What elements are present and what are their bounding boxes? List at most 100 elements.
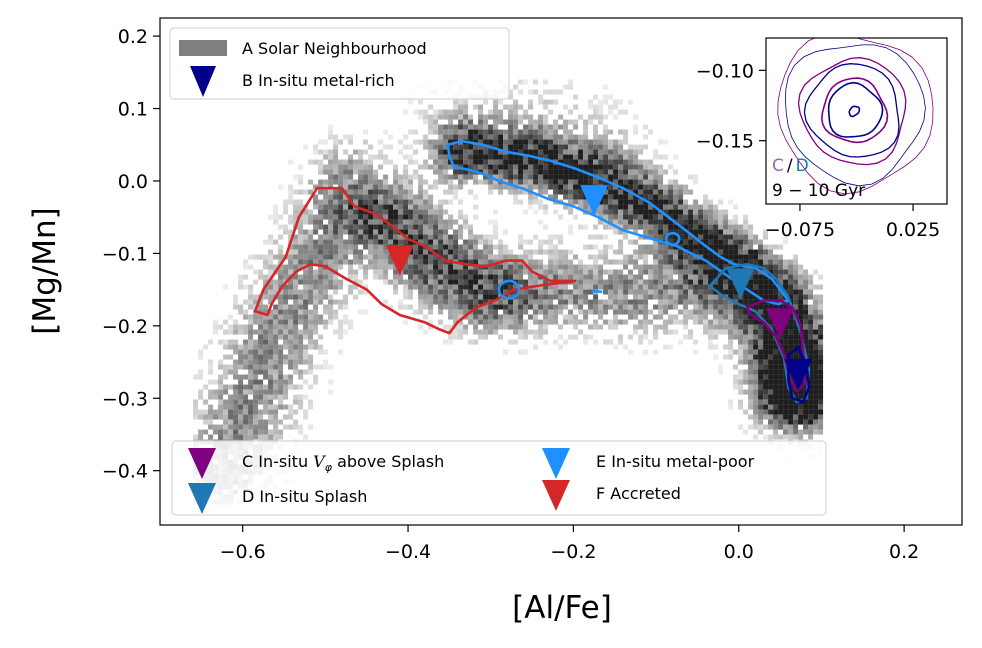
hist-cell: [758, 369, 764, 375]
hist-cell: [663, 184, 669, 190]
hist-cell: [493, 184, 499, 190]
hist-cell: [323, 209, 329, 215]
hist-cell: [578, 199, 584, 205]
hist-cell: [493, 314, 499, 320]
hist-cell: [668, 319, 674, 325]
hist-cell: [563, 179, 569, 185]
hist-cell: [428, 129, 434, 135]
hist-cell: [493, 289, 499, 295]
hist-cell: [483, 239, 489, 245]
hist-cell: [808, 339, 814, 345]
hist-cell: [318, 164, 324, 170]
hist-cell: [298, 424, 304, 430]
hist-cell: [768, 409, 774, 415]
hist-cell: [363, 289, 369, 295]
hist-cell: [588, 139, 594, 145]
hist-cell: [528, 249, 534, 255]
hist-cell: [373, 234, 379, 240]
hist-cell: [358, 259, 364, 265]
hist-cell: [753, 379, 759, 385]
hist-cell: [688, 279, 694, 285]
hist-cell: [263, 254, 269, 260]
hist-cell: [663, 224, 669, 230]
hist-cell: [478, 159, 484, 165]
hist-cell: [273, 379, 279, 385]
hist-cell: [338, 169, 344, 175]
hist-cell: [548, 234, 554, 240]
hist-cell: [683, 229, 689, 235]
hist-cell: [318, 349, 324, 355]
hist-cell: [743, 359, 749, 365]
hist-cell: [458, 159, 464, 165]
hist-cell: [703, 319, 709, 325]
hist-cell: [633, 249, 639, 255]
hist-cell: [448, 249, 454, 255]
hist-cell: [813, 344, 819, 350]
hist-cell: [603, 309, 609, 315]
inset-x-tick-label: −0.075: [765, 219, 835, 241]
hist-cell: [513, 144, 519, 150]
hist-cell: [303, 229, 309, 235]
hist-cell: [573, 164, 579, 170]
hist-cell: [643, 304, 649, 310]
hist-cell: [308, 329, 314, 335]
hist-cell: [553, 144, 559, 150]
hist-cell: [273, 309, 279, 315]
hist-cell: [513, 119, 519, 125]
hist-cell: [293, 299, 299, 305]
hist-cell: [813, 339, 819, 345]
hist-cell: [408, 144, 414, 150]
hist-cell: [493, 299, 499, 305]
hist-cell: [638, 169, 644, 175]
hist-cell: [513, 309, 519, 315]
hist-cell: [288, 234, 294, 240]
hist-cell: [708, 324, 714, 330]
hist-cell: [608, 279, 614, 285]
hist-cell: [548, 89, 554, 95]
hist-cell: [663, 264, 669, 270]
hist-cell: [323, 204, 329, 210]
hist-cell: [528, 184, 534, 190]
hist-cell: [283, 324, 289, 330]
hist-cell: [373, 249, 379, 255]
hist-cell: [573, 134, 579, 140]
hist-cell: [498, 109, 504, 115]
hist-cell: [203, 414, 209, 420]
hist-cell: [478, 149, 484, 155]
hist-cell: [683, 314, 689, 320]
hist-cell: [783, 429, 789, 435]
hist-cell: [458, 319, 464, 325]
hist-cell: [518, 254, 524, 260]
hist-cell: [253, 279, 259, 285]
hist-cell: [673, 154, 679, 160]
hist-cell: [743, 389, 749, 395]
hist-cell: [338, 224, 344, 230]
hist-cell: [548, 274, 554, 280]
hist-cell: [218, 394, 224, 400]
hist-cell: [533, 79, 539, 85]
hist-cell: [638, 264, 644, 270]
hist-cell: [628, 204, 634, 210]
hist-cell: [338, 139, 344, 145]
hist-cell: [403, 269, 409, 275]
hist-cell: [248, 409, 254, 415]
hist-cell: [728, 354, 734, 360]
hist-cell: [638, 164, 644, 170]
hist-cell: [718, 369, 724, 375]
hist-cell: [468, 249, 474, 255]
hist-cell: [328, 199, 334, 205]
hist-cell: [613, 114, 619, 120]
hist-cell: [468, 229, 474, 235]
hist-cell: [513, 99, 519, 105]
hist-cell: [488, 129, 494, 135]
hist-cell: [343, 204, 349, 210]
hist-cell: [393, 269, 399, 275]
hist-cell: [458, 169, 464, 175]
hist-cell: [538, 244, 544, 250]
hist-cell: [498, 169, 504, 175]
hist-cell: [218, 384, 224, 390]
hist-cell: [248, 324, 254, 330]
hist-cell: [658, 139, 664, 145]
hist-cell: [468, 154, 474, 160]
hist-cell: [808, 379, 814, 385]
